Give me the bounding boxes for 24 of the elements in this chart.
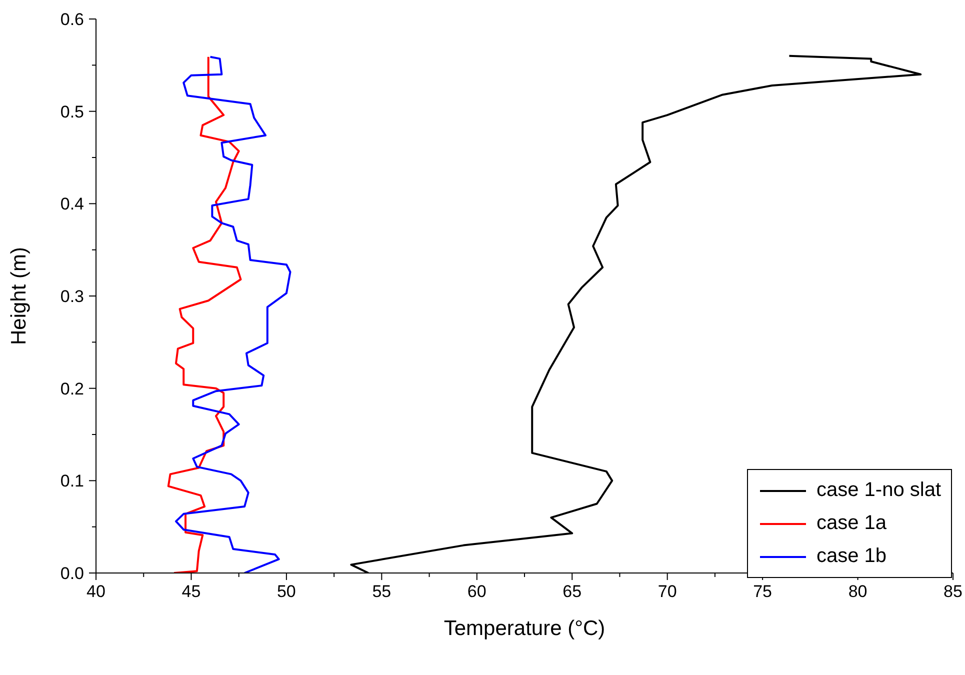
x-tick-label: 75	[753, 582, 772, 601]
x-axis-title: Temperature (°C)	[444, 617, 606, 640]
x-tick-label: 65	[562, 582, 582, 601]
y-tick-label: 0.3	[60, 287, 84, 306]
y-tick-label: 0.1	[60, 472, 84, 491]
x-tick-label: 55	[372, 582, 392, 601]
legend-label: case 1-no slat	[816, 479, 941, 502]
y-tick-label: 0.5	[60, 102, 84, 122]
y-axis-title: Height (m)	[7, 246, 30, 346]
x-tick-label: 45	[182, 582, 201, 601]
line-series	[167, 56, 242, 573]
y-tick-label: 0.0	[60, 564, 84, 583]
x-tick-label: 80	[848, 582, 868, 601]
x-tick-label: 40	[86, 582, 106, 601]
x-tick-label: 85	[944, 582, 962, 601]
y-tick-label: 0.6	[60, 10, 84, 29]
legend-label: case 1b	[816, 545, 887, 568]
y-tick-label: 0.2	[60, 379, 84, 398]
line-series	[174, 56, 292, 573]
x-tick-label: 60	[467, 582, 486, 601]
y-tick-label: 0.4	[60, 194, 84, 214]
x-tick-label: 70	[658, 582, 677, 601]
legend-label: case 1a	[816, 512, 887, 535]
x-tick-label: 50	[276, 582, 296, 601]
